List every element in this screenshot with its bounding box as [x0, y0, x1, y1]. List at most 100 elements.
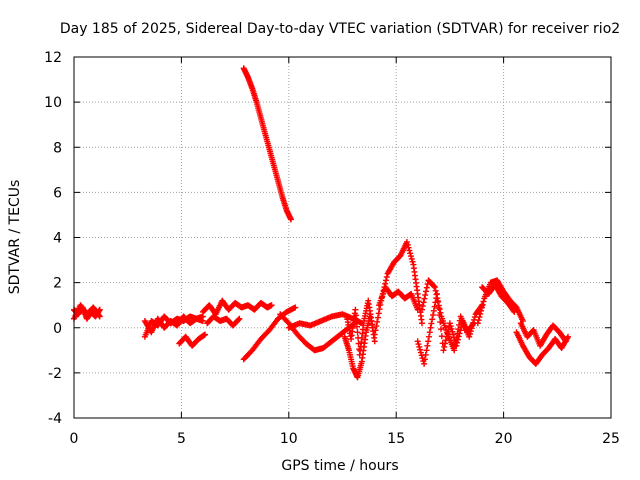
y-tick-label: -2 [48, 366, 62, 382]
data-point [447, 323, 454, 330]
data-point [287, 216, 294, 223]
chart-title: Day 185 of 2025, Sidereal Day-to-day VTE… [60, 21, 620, 37]
data-point [442, 340, 449, 347]
data-point [562, 337, 569, 344]
data-point [408, 255, 415, 262]
y-tick-label: 12 [44, 50, 62, 66]
data-point [424, 342, 431, 349]
data-point [452, 343, 459, 350]
data-point [450, 331, 457, 338]
data-point [565, 333, 572, 340]
data-point [478, 304, 485, 311]
data-point [477, 310, 484, 317]
data-point [418, 306, 425, 313]
x-tick-label: 10 [280, 431, 298, 447]
series-seg-early-b [71, 302, 103, 322]
data-point [479, 301, 486, 308]
data-point [429, 312, 436, 319]
data-point [352, 306, 359, 313]
data-point [374, 318, 381, 325]
data-point [441, 343, 448, 350]
data-point [435, 302, 442, 309]
grid [74, 57, 611, 418]
series-tail-21-23 [513, 329, 572, 367]
data-point [415, 341, 422, 348]
data-point [404, 241, 411, 248]
data-point [426, 329, 433, 336]
data-point [96, 313, 103, 320]
data-point [474, 320, 481, 327]
data-point [373, 323, 380, 330]
x-tick-label: 5 [177, 431, 186, 447]
data-point [427, 324, 434, 331]
data-point [418, 320, 425, 327]
series-peak-15b [376, 284, 421, 313]
data-point [448, 325, 455, 332]
data-point [236, 315, 243, 322]
series-tail-21-23b [517, 320, 569, 349]
data-point [403, 239, 410, 246]
data-point [409, 258, 416, 265]
x-tick-label: 20 [495, 431, 513, 447]
data-point [429, 316, 436, 323]
data-point [405, 244, 412, 251]
series-band-16-18b [418, 277, 477, 354]
data-point [423, 288, 430, 295]
data-point [420, 299, 427, 306]
data-point [434, 295, 441, 302]
y-axis-label: SDTVAR / TECUs [7, 180, 23, 295]
series-hump-19b [479, 281, 518, 315]
data-point [422, 351, 429, 358]
data-point [407, 253, 414, 260]
series-seg-3b [204, 313, 243, 329]
data-point [421, 356, 428, 363]
data-point [433, 291, 440, 298]
x-tick-label: 25 [602, 431, 620, 447]
data-point [431, 284, 438, 291]
data-point [436, 306, 443, 313]
y-tick-label: 6 [53, 185, 62, 201]
data-point [422, 292, 429, 299]
data-point [452, 338, 459, 345]
series-steep-descent [240, 65, 294, 223]
series-noise-13b [343, 297, 376, 358]
data-point [371, 338, 378, 345]
data-point [430, 307, 437, 314]
data-point [446, 320, 453, 327]
data-point [414, 338, 421, 345]
data-point [423, 347, 430, 354]
data-point [511, 308, 518, 315]
x-tick-label: 0 [70, 431, 79, 447]
data-point [417, 349, 424, 356]
x-tick-label: 15 [387, 431, 405, 447]
data-point [438, 326, 445, 333]
data-point [425, 338, 432, 345]
data-points [71, 65, 572, 381]
data-point [375, 310, 382, 317]
data-point [421, 295, 428, 302]
series-seg-2 [176, 331, 209, 349]
y-tick-label: 8 [53, 140, 62, 156]
data-point [235, 316, 242, 323]
series-rise-1 [240, 304, 299, 363]
data-point [435, 298, 442, 305]
axis-ticks: 0 5 10 15 20 25 -4 -2 0 2 4 6 8 10 12 [44, 50, 620, 447]
y-tick-label: -4 [48, 411, 62, 427]
data-point [476, 314, 483, 321]
y-tick-label: 10 [44, 95, 62, 111]
data-point [425, 333, 432, 340]
data-point [475, 317, 482, 324]
y-tick-label: 0 [53, 321, 62, 337]
data-point [478, 307, 485, 314]
data-point [449, 328, 456, 335]
data-point [419, 303, 426, 310]
data-point [562, 338, 569, 345]
data-point [454, 330, 461, 337]
data-point [431, 303, 438, 310]
y-tick-label: 2 [53, 276, 62, 292]
data-point [466, 333, 473, 340]
data-point [453, 334, 460, 341]
data-point [382, 277, 389, 284]
data-point [432, 287, 439, 294]
